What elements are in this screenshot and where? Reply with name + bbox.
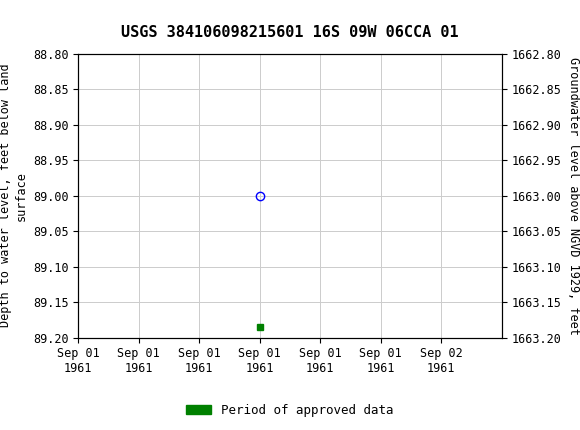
Text: USGS: USGS	[49, 10, 104, 28]
Y-axis label: Groundwater level above NGVD 1929, feet: Groundwater level above NGVD 1929, feet	[567, 57, 580, 335]
Y-axis label: Depth to water level, feet below land
surface: Depth to water level, feet below land su…	[0, 64, 27, 328]
Legend: Period of approved data: Period of approved data	[181, 399, 399, 421]
Text: USGS 384106098215601 16S 09W 06CCA 01: USGS 384106098215601 16S 09W 06CCA 01	[121, 25, 459, 40]
FancyBboxPatch shape	[1, 3, 42, 36]
